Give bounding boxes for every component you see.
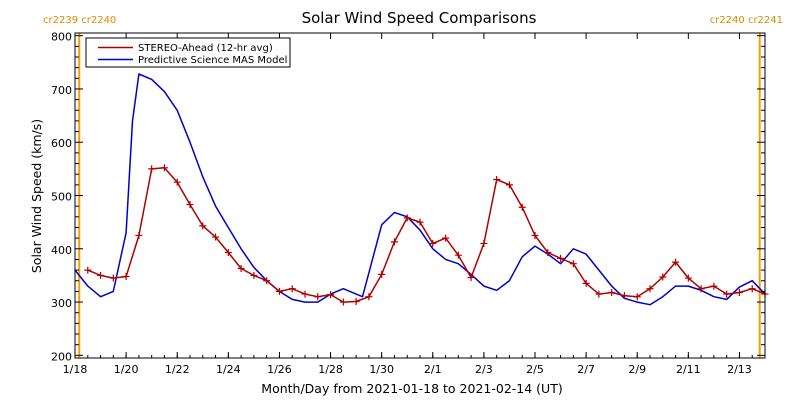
x-tick-label: 2/11 xyxy=(676,363,701,376)
axes: 1/18 1/20 1/22 1/24 1/26 1/28 1/30 2/1 2/3 2/5 2/7… xyxy=(51,31,766,376)
data-point-stereo xyxy=(735,288,743,296)
x-tick-label: 2/1 xyxy=(424,363,442,376)
data-point-stereo xyxy=(378,270,386,278)
data-point-stereo xyxy=(237,264,245,272)
data-point-stereo xyxy=(263,277,271,285)
data-point-stereo xyxy=(633,293,641,301)
data-point-stereo xyxy=(748,285,756,293)
y-axis-label: Solar Wind Speed (km/s) xyxy=(29,119,44,273)
y-tick-label: 800 xyxy=(51,31,72,44)
data-point-stereo xyxy=(672,258,680,266)
data-point-stereo xyxy=(212,233,220,241)
y-tick-label: 700 xyxy=(51,84,72,97)
data-point-stereo xyxy=(160,164,168,172)
data-point-stereo xyxy=(122,272,130,280)
data-point-stereo xyxy=(365,293,373,301)
x-tick-label: 2/9 xyxy=(628,363,646,376)
data-point-stereo xyxy=(480,239,488,247)
data-point-stereo xyxy=(352,298,360,306)
data-point-stereo xyxy=(505,181,513,189)
plot-frame xyxy=(74,32,766,359)
chart-title: Solar Wind Speed Comparisons xyxy=(302,9,537,27)
data-point-stereo xyxy=(429,239,437,247)
series-layer xyxy=(74,73,769,306)
data-point-stereo xyxy=(544,249,552,257)
x-tick-label: 2/13 xyxy=(727,363,752,376)
series-line-stereo xyxy=(87,167,766,303)
x-tick-label: 1/20 xyxy=(114,363,139,376)
x-tick-label: 1/28 xyxy=(318,363,343,376)
data-point-stereo xyxy=(531,231,539,239)
data-point-stereo xyxy=(288,285,296,293)
data-point-stereo xyxy=(250,271,258,279)
y-tick-label: 500 xyxy=(51,191,72,204)
data-point-stereo xyxy=(339,298,347,306)
data-point-stereo xyxy=(518,203,526,211)
data-point-stereo xyxy=(467,274,475,282)
data-point-stereo xyxy=(173,178,181,186)
carrington-boundary-lines xyxy=(78,33,761,358)
x-tick-label: 1/30 xyxy=(369,363,394,376)
data-point-stereo xyxy=(199,222,207,230)
data-point-stereo xyxy=(275,287,283,295)
data-point-stereo xyxy=(684,274,692,282)
data-point-stereo xyxy=(697,285,705,293)
legend-box xyxy=(85,37,291,68)
legend-label-mas: Predictive Science MAS Model xyxy=(138,55,287,66)
carrington-label-right: cr2240 cr2241 xyxy=(710,15,783,26)
data-point-stereo xyxy=(314,293,322,301)
data-point-stereo xyxy=(403,214,411,222)
data-point-stereo xyxy=(723,290,731,298)
data-point-stereo xyxy=(186,201,194,209)
x-tick-label: 1/26 xyxy=(267,363,292,376)
data-point-stereo xyxy=(493,176,501,184)
legend-label-stereo: STEREO-Ahead (12-hr avg) xyxy=(138,43,273,54)
data-point-stereo xyxy=(557,254,565,262)
data-point-stereo xyxy=(582,279,590,287)
data-point-stereo xyxy=(135,231,143,239)
data-point-stereo xyxy=(442,234,450,242)
data-point-stereo xyxy=(84,266,92,274)
x-tick-label: 1/24 xyxy=(216,363,241,376)
data-point-stereo xyxy=(390,238,398,246)
data-point-stereo xyxy=(646,285,654,293)
data-point-stereo xyxy=(608,288,616,296)
y-tick-label: 400 xyxy=(51,244,72,257)
data-point-stereo xyxy=(659,273,667,281)
data-point-stereo xyxy=(148,165,156,173)
y-tick-label: 300 xyxy=(51,297,72,310)
data-point-stereo xyxy=(454,251,462,259)
data-point-stereo xyxy=(224,249,232,257)
x-tick-label: 1/22 xyxy=(165,363,190,376)
x-tick-label: 2/7 xyxy=(577,363,595,376)
data-point-stereo xyxy=(569,260,577,268)
y-tick-label: 600 xyxy=(51,137,72,150)
y-tick-label: 200 xyxy=(51,350,72,363)
x-tick-label: 1/18 xyxy=(63,363,88,376)
legend: STEREO-Ahead (12-hr avg) Predictive Scie… xyxy=(85,37,291,68)
data-point-stereo xyxy=(620,292,628,300)
data-point-stereo xyxy=(595,290,603,298)
data-point-stereo xyxy=(416,218,424,226)
data-point-stereo xyxy=(109,274,117,282)
carrington-label-left: cr2239 cr2240 xyxy=(43,15,116,26)
data-point-stereo xyxy=(327,291,335,299)
x-tick-label: 2/3 xyxy=(475,363,493,376)
data-point-stereo xyxy=(97,271,105,279)
data-point-stereo xyxy=(710,282,718,290)
data-point-stereo xyxy=(301,290,309,298)
x-tick-label: 2/5 xyxy=(526,363,544,376)
x-axis-label: Month/Day from 2021-01-18 to 2021-02-14 … xyxy=(261,381,562,396)
series-line-mas xyxy=(74,73,766,306)
